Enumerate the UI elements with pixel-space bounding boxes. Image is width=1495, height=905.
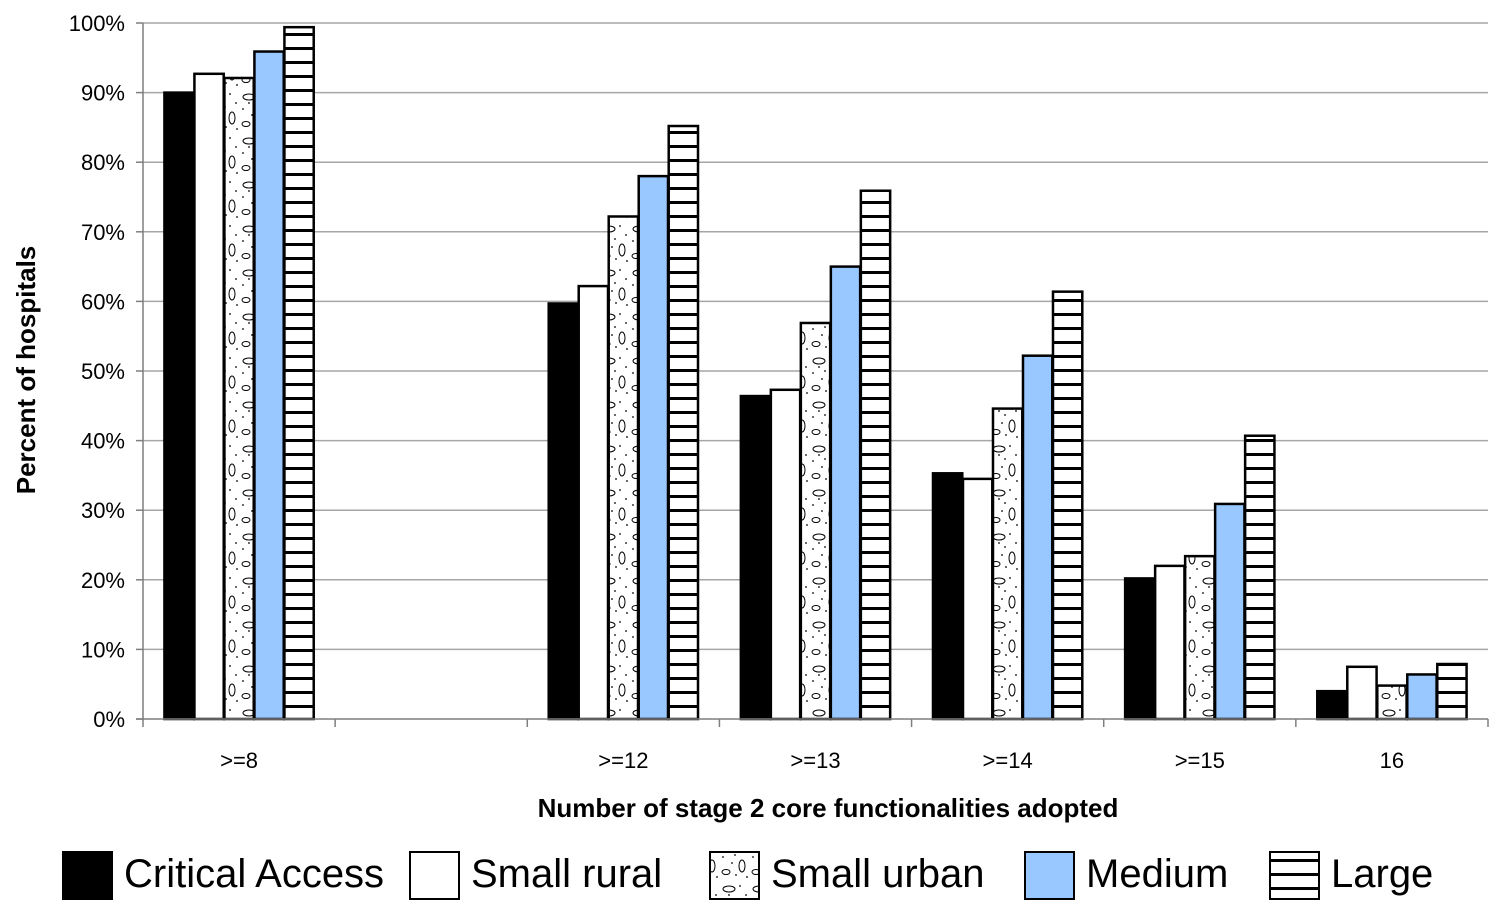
legend: Critical Access Small rural Small urban Med… xyxy=(62,851,1433,900)
y-tick-label: 90% xyxy=(81,81,125,106)
y-tick-label: 70% xyxy=(81,220,125,245)
y-tick-label: 40% xyxy=(81,429,125,454)
legend-swatch xyxy=(409,851,460,900)
bar xyxy=(637,174,670,721)
bar xyxy=(1376,684,1408,721)
y-tick-label: 60% xyxy=(81,289,125,314)
bar xyxy=(1213,502,1246,721)
x-tick-label: >=13 xyxy=(790,748,840,773)
bar xyxy=(283,25,315,721)
bar xyxy=(577,284,610,721)
y-tick-label: 0% xyxy=(93,707,125,732)
bar xyxy=(1183,554,1216,721)
bar xyxy=(547,302,580,721)
legend-swatch xyxy=(1269,851,1320,900)
bar xyxy=(769,388,802,721)
bar xyxy=(1051,290,1084,721)
legend-swatch xyxy=(709,851,760,900)
bar xyxy=(193,72,225,721)
bars xyxy=(163,25,1468,721)
bar xyxy=(1243,434,1276,721)
x-axis-title: Number of stage 2 core functionalities a… xyxy=(538,793,1119,823)
legend-swatch xyxy=(62,851,113,900)
y-tick-label: 80% xyxy=(81,150,125,175)
bar xyxy=(829,265,862,721)
bar xyxy=(991,407,1024,721)
tick-labels: 0% 10% 20% 30% 40% 50% 60% 70% 80% 90% 100% >=8 >=12… xyxy=(69,11,1404,773)
axes xyxy=(136,22,1489,727)
y-axis-title: Percent of hospitals xyxy=(11,246,41,495)
y-tick-label: 10% xyxy=(81,637,125,662)
bar xyxy=(1436,662,1468,721)
bar xyxy=(607,215,640,721)
x-tick-label: >=15 xyxy=(1175,748,1225,773)
bar xyxy=(253,50,285,721)
bar xyxy=(799,321,832,721)
bar xyxy=(1123,577,1156,721)
y-tick-label: 100% xyxy=(69,11,125,36)
legend-label: Medium xyxy=(1086,852,1228,896)
x-tick-label: >=12 xyxy=(598,748,648,773)
y-tick-label: 50% xyxy=(81,359,125,384)
bar xyxy=(1406,673,1438,721)
legend-label: Small urban xyxy=(771,852,984,896)
bar xyxy=(1316,689,1348,721)
bar xyxy=(1153,564,1186,721)
bar xyxy=(1021,354,1054,721)
x-tick-label: 16 xyxy=(1380,748,1404,773)
bar xyxy=(1346,665,1378,721)
x-tick-label: >=14 xyxy=(983,748,1033,773)
bar xyxy=(961,477,994,721)
legend-label: Small rural xyxy=(471,852,662,896)
bar xyxy=(667,124,700,721)
bar xyxy=(223,76,255,721)
bar xyxy=(739,394,772,721)
legend-label: Large xyxy=(1331,852,1433,896)
bar xyxy=(931,472,964,721)
bar xyxy=(163,91,195,721)
bar xyxy=(859,189,892,721)
y-tick-label: 20% xyxy=(81,568,125,593)
x-tick-label: >=8 xyxy=(220,748,258,773)
legend-swatch xyxy=(1024,851,1075,900)
legend-label: Critical Access xyxy=(124,852,384,896)
y-tick-label: 30% xyxy=(81,498,125,523)
